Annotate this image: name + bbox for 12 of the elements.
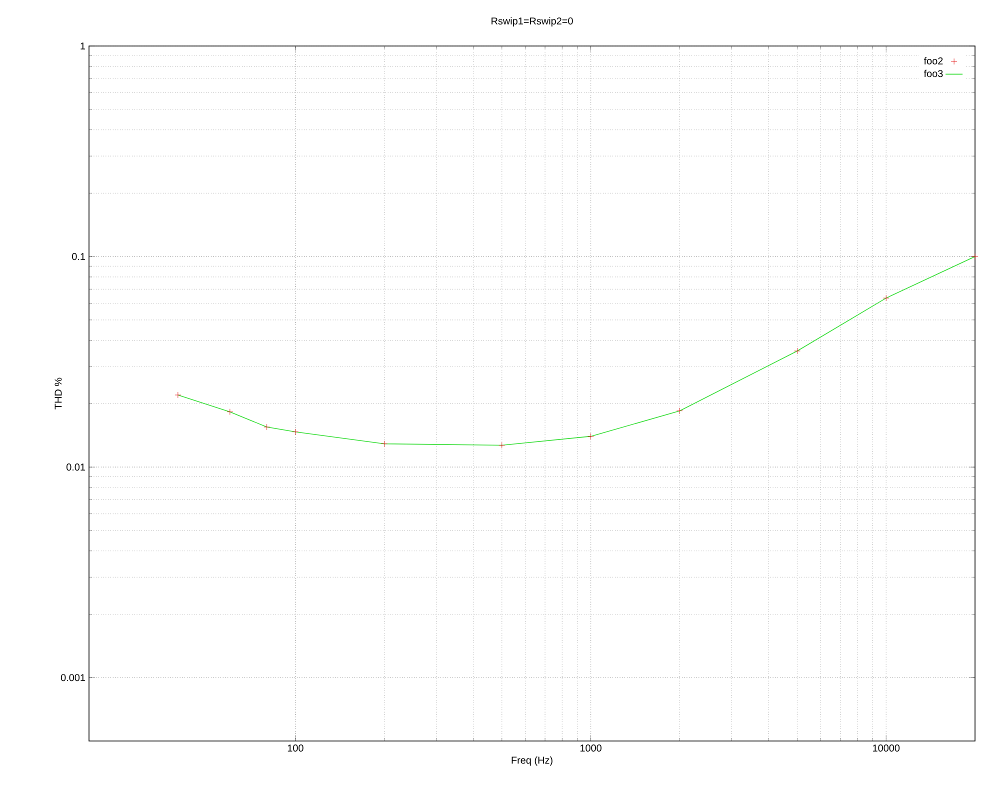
legend-label: foo3 (924, 70, 943, 78)
chart-title: Rswip1=Rswip2=0 (492, 17, 573, 26)
y-tick-label: 0.001 (60, 674, 86, 682)
y-tick-label: 0.1 (72, 253, 86, 260)
x-tick-label: 100 (288, 744, 304, 752)
x-tick-label: 10000 (873, 744, 900, 752)
y-axis-title: THD % (54, 378, 62, 410)
x-tick-label: 1000 (580, 744, 602, 752)
y-tick-label: 1 (80, 42, 86, 50)
x-axis-title: Freq (Hz) (512, 756, 552, 766)
y-tick-label: 0.01 (66, 464, 86, 471)
legend-label: foo2 (924, 57, 943, 64)
